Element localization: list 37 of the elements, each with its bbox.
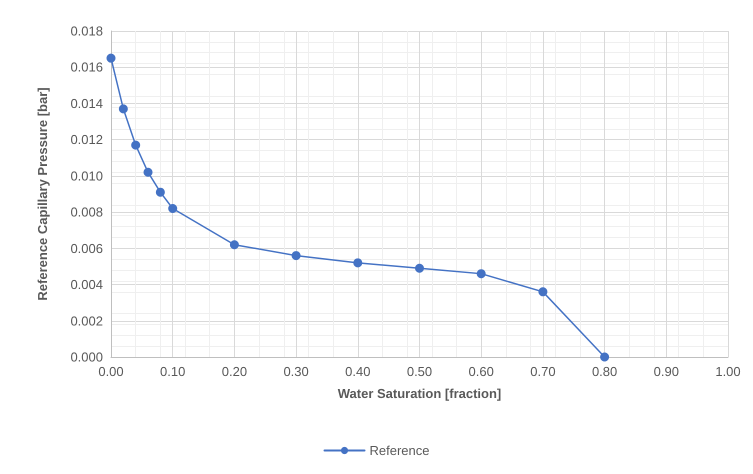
y-tick-label: 0.006 xyxy=(70,240,103,256)
point xyxy=(230,240,239,250)
y-tick-label: 0.010 xyxy=(70,168,103,184)
y-tick-label: 0.008 xyxy=(70,204,103,220)
legend-label: Reference xyxy=(370,443,430,458)
x-tick-label: 0.40 xyxy=(345,364,370,379)
x-tick-label: 0.50 xyxy=(406,364,432,379)
x-tick-label: 0.20 xyxy=(222,364,248,379)
y-tick-label: 0.012 xyxy=(70,132,103,148)
x-tick-label: 0.60 xyxy=(468,364,494,379)
x-tick-label: 0.90 xyxy=(654,364,679,379)
point xyxy=(156,188,165,197)
point xyxy=(131,140,140,150)
point xyxy=(118,104,128,114)
y-tick-label: 0.002 xyxy=(70,313,103,328)
x-tick-label: 0.70 xyxy=(530,364,556,379)
point xyxy=(415,264,424,273)
y-tick-label: 0.000 xyxy=(70,350,103,364)
y-tick-label: 0.016 xyxy=(70,60,103,75)
point xyxy=(353,258,362,268)
x-tick-label: 0.80 xyxy=(592,364,618,379)
y-axis-title: Reference Capillary Pressure [bar] xyxy=(35,87,50,301)
point xyxy=(600,352,610,362)
x-tick-label: 0.30 xyxy=(283,364,309,379)
x-tick-label: 1.00 xyxy=(715,364,741,379)
point xyxy=(144,168,153,177)
point xyxy=(292,251,301,260)
point xyxy=(168,204,178,213)
point xyxy=(476,269,486,278)
point xyxy=(106,54,116,63)
x-axis-title: Water Saturation [fraction] xyxy=(338,386,502,401)
x-tick-label: 0.10 xyxy=(160,364,186,379)
y-tick-label: 0.014 xyxy=(70,96,103,111)
x-tick-label: 0.00 xyxy=(98,364,124,379)
point xyxy=(538,287,548,296)
y-tick-label: 0.018 xyxy=(70,24,103,38)
y-tick-label: 0.004 xyxy=(70,277,103,292)
